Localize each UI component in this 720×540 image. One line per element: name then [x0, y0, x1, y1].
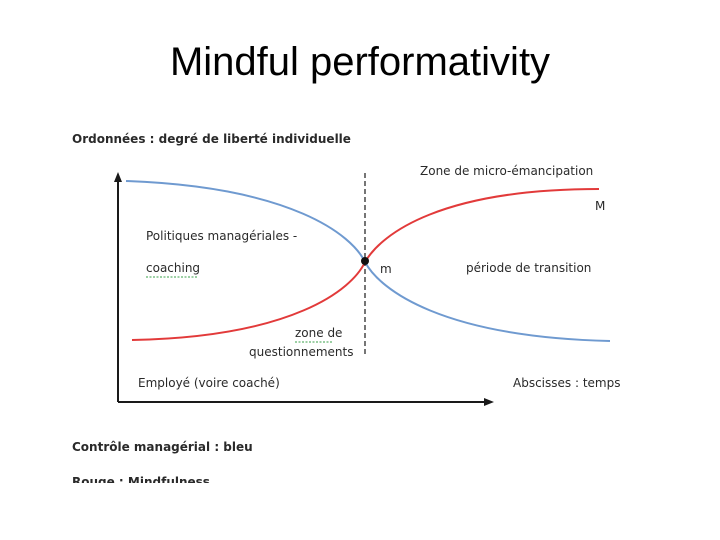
zone-emancipation-label: Zone de micro-émancipation [420, 164, 593, 178]
x-axis-title: Abscisses : temps [513, 376, 620, 390]
y-axis-title: Ordonnées : degré de liberté individuell… [72, 132, 351, 146]
x-axis-arrow-icon [484, 398, 494, 406]
label-m: m [380, 262, 392, 276]
legend-red: Rouge : Mindfulness [72, 475, 210, 483]
diagram-figure: Ordonnées : degré de liberté individuell… [62, 125, 622, 483]
legend-blue: Contrôle managérial : bleu [72, 440, 253, 454]
intersection-point [361, 257, 369, 265]
policies-label-line1: Politiques managériales - [146, 229, 297, 243]
policies-label-line2: coaching [146, 261, 200, 275]
employee-label: Employé (voire coaché) [138, 376, 280, 390]
slide-title: Mindful performativity [169, 40, 551, 84]
zone-questioning-line2: questionnements [249, 345, 353, 359]
y-axis-arrow-icon [114, 172, 122, 182]
diagram-canvas: Ordonnées : degré de liberté individuell… [72, 132, 620, 483]
transition-period-label: période de transition [466, 261, 591, 275]
zone-questioning-line1: zone de [295, 326, 342, 340]
label-M: M [595, 199, 605, 213]
